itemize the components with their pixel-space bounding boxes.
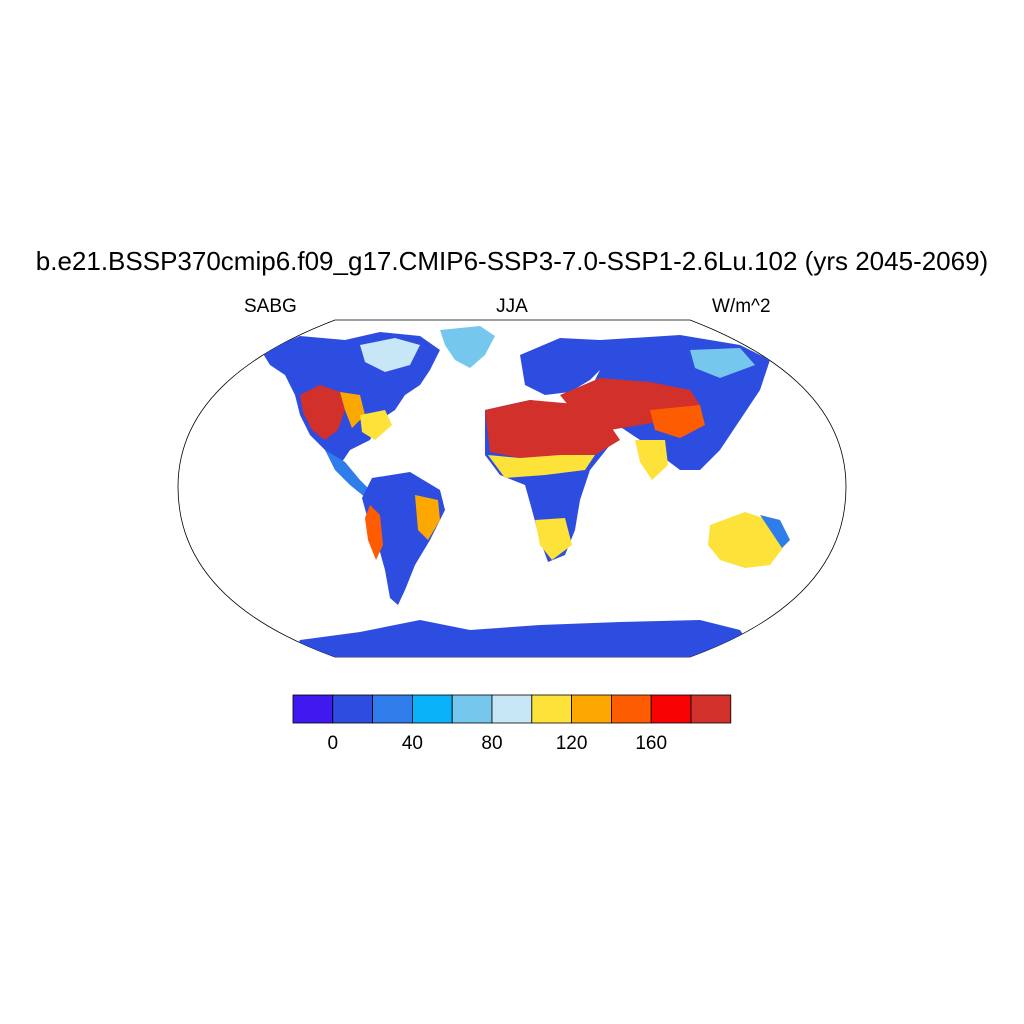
antarctica — [290, 620, 760, 657]
southern-africa-yellow — [535, 518, 572, 560]
season-label: JJA — [496, 296, 528, 317]
siberia-light — [690, 348, 755, 378]
north-america-east-yellow — [360, 410, 392, 440]
north-america-west-orange — [340, 392, 365, 428]
india-yellow — [635, 440, 668, 480]
brazil-east-orange — [415, 495, 440, 540]
australia — [708, 512, 785, 568]
andes-hot — [365, 505, 383, 560]
hudson-light — [360, 338, 420, 372]
variable-label: SABG — [244, 296, 297, 317]
australia-coast-blue — [760, 515, 790, 548]
central-asia-orange — [650, 405, 705, 438]
north-america-west-hot — [300, 385, 345, 440]
sahara-hot — [485, 400, 620, 458]
plot-title: b.e21.BSSP370cmip6.f09_g17.CMIP6-SSP3-7.… — [35, 246, 989, 276]
sahel-yellow — [488, 455, 595, 478]
central-america — [325, 450, 372, 498]
units-label: W/m^2 — [712, 296, 771, 317]
europe — [520, 338, 610, 395]
greenland — [440, 326, 495, 368]
